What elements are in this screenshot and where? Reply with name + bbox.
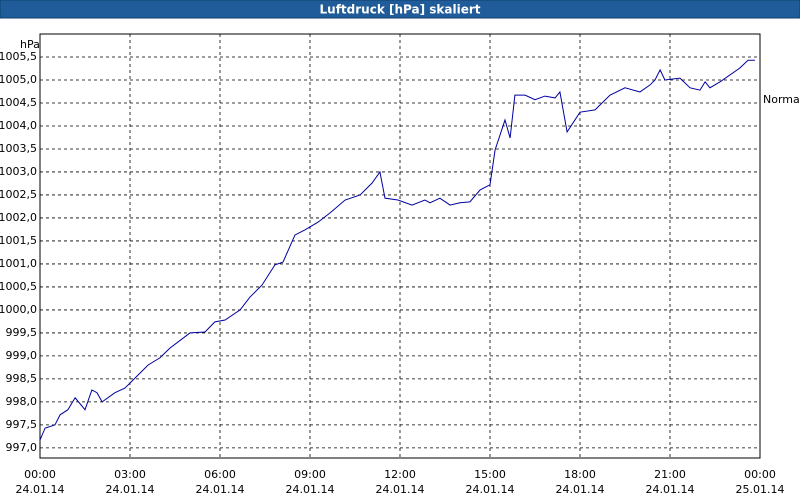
x-tick-label: 21:00 (654, 468, 686, 481)
x-tick-date: 24.01.14 (646, 483, 695, 496)
chart-title: Luftdruck [hPa] skaliert (320, 3, 481, 17)
y-tick-label: 1003,0 (0, 165, 37, 178)
data-line (39, 59, 755, 441)
x-tick-label: 03:00 (114, 468, 146, 481)
x-tick-date: 24.01.14 (466, 483, 515, 496)
x-tick-label: 00:00 (24, 468, 56, 481)
x-tick-date: 24.01.14 (16, 483, 65, 496)
y-tick-label: 998,5 (6, 372, 38, 385)
y-tick-label: 1005,0 (0, 73, 37, 86)
x-tick-label: 18:00 (564, 468, 596, 481)
y-unit: hPa (20, 38, 40, 51)
x-tick-label: 00:00 (744, 468, 776, 481)
y-tick-label: 997,5 (6, 418, 38, 431)
y-tick-label: 1003,5 (0, 142, 37, 155)
x-tick-date: 25.01.14 (736, 483, 785, 496)
y-tick-label: 997,0 (6, 441, 38, 454)
x-tick-label: 06:00 (204, 468, 236, 481)
y-tick-label: 1004,5 (0, 96, 37, 109)
y-tick-label: 999,0 (6, 349, 38, 362)
y-tick-label: 1002,0 (0, 211, 37, 224)
y-tick-label: 1001,5 (0, 234, 37, 247)
x-tick-date: 24.01.14 (106, 483, 155, 496)
x-tick-label: 15:00 (474, 468, 506, 481)
y-tick-label: 1002,5 (0, 188, 37, 201)
y-tick-label: 1004,0 (0, 119, 37, 132)
x-tick-date: 24.01.14 (196, 483, 245, 496)
y-tick-label: 1000,5 (0, 280, 37, 293)
y-tick-label: 998,0 (6, 395, 38, 408)
y-tick-label: 1000,0 (0, 303, 37, 316)
y-tick-label: 1001,0 (0, 257, 37, 270)
x-tick-date: 24.01.14 (286, 483, 335, 496)
title-bar (0, 0, 800, 19)
y-tick-label: 1005,5 (0, 50, 37, 63)
x-tick-date: 24.01.14 (556, 483, 605, 496)
x-tick-label: 12:00 (384, 468, 416, 481)
x-tick-label: 09:00 (294, 468, 326, 481)
x-tick-date: 24.01.14 (376, 483, 425, 496)
annotation: Normal (763, 93, 800, 106)
y-tick-label: 999,5 (6, 326, 38, 339)
